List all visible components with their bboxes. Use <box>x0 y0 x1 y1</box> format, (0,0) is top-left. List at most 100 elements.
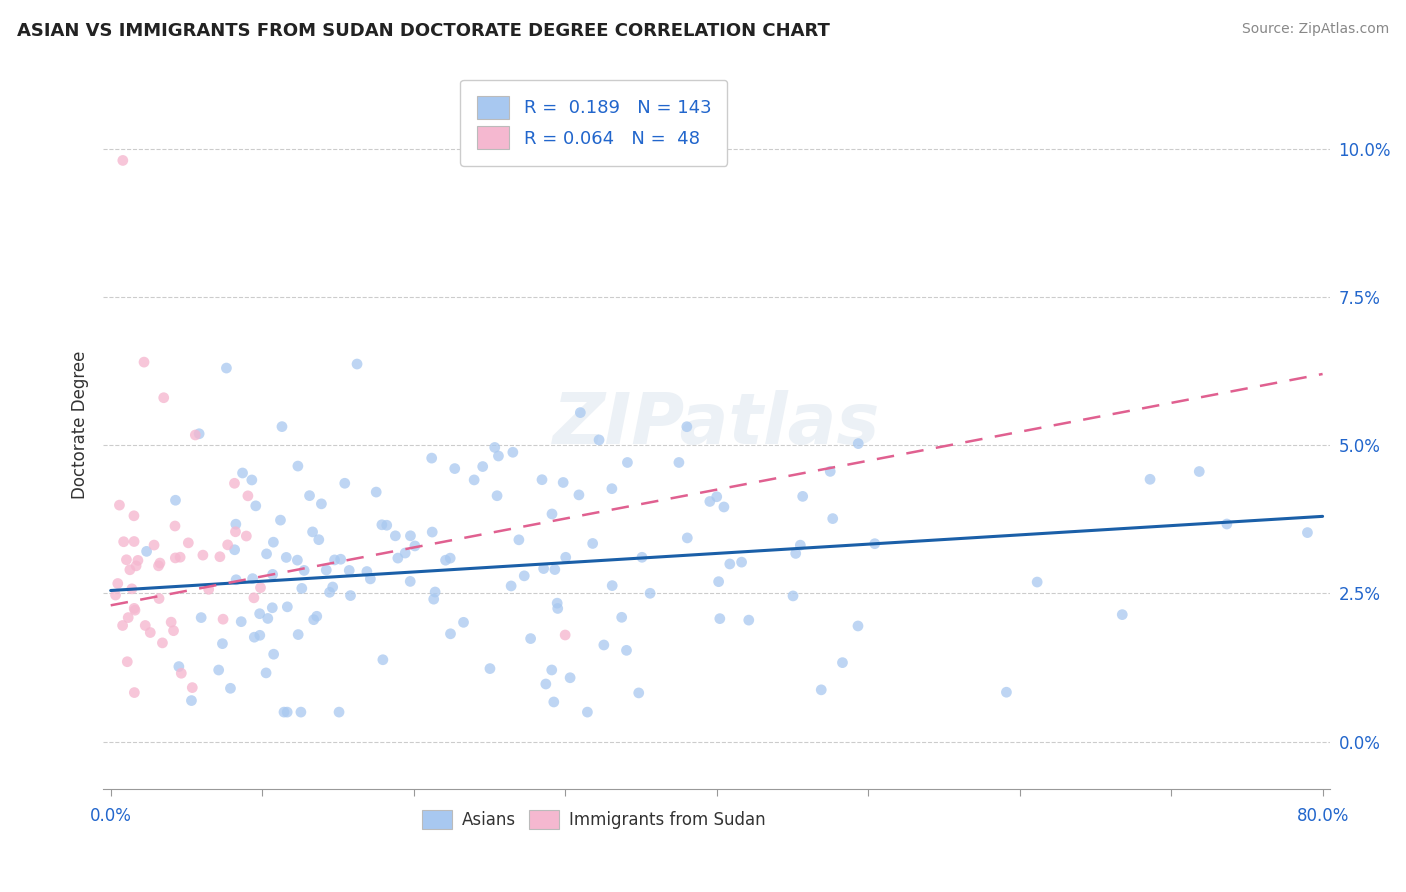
Point <box>271 419 294 434</box>
Point <box>346 357 368 371</box>
Text: ASIAN VS IMMIGRANTS FROM SUDAN DOCTORATE DEGREE CORRELATION CHART: ASIAN VS IMMIGRANTS FROM SUDAN DOCTORATE… <box>17 22 830 40</box>
Point <box>197 582 219 597</box>
Point <box>111 618 134 632</box>
Point <box>1111 607 1133 622</box>
Point <box>169 550 191 565</box>
Point <box>995 685 1018 699</box>
Point <box>111 153 134 168</box>
Point <box>245 499 267 513</box>
Point <box>301 524 323 539</box>
Point <box>160 615 183 629</box>
Point <box>676 531 699 545</box>
Point <box>1139 472 1161 486</box>
Point <box>232 466 254 480</box>
Point <box>706 490 728 504</box>
Point <box>782 589 804 603</box>
Point <box>502 445 524 459</box>
Point <box>256 547 278 561</box>
Point <box>394 546 416 560</box>
Point <box>117 610 139 624</box>
Point <box>287 458 309 473</box>
Point <box>163 519 186 533</box>
Point <box>208 549 231 564</box>
Point <box>543 695 565 709</box>
Point <box>323 553 346 567</box>
Point <box>1188 465 1211 479</box>
Point <box>1216 516 1239 531</box>
Point <box>1296 525 1319 540</box>
Point <box>191 548 214 562</box>
Point <box>333 476 356 491</box>
Point <box>315 563 337 577</box>
Point <box>108 498 131 512</box>
Point <box>486 489 509 503</box>
Point <box>236 489 259 503</box>
Point <box>243 591 266 605</box>
Point <box>488 449 510 463</box>
Point <box>533 561 555 575</box>
Point <box>249 628 271 642</box>
Point <box>190 610 212 624</box>
Point <box>256 611 278 625</box>
Point <box>208 663 231 677</box>
Point <box>541 507 564 521</box>
Point <box>576 705 599 719</box>
Point <box>224 476 246 491</box>
Point <box>631 550 654 565</box>
Point <box>224 542 246 557</box>
Point <box>592 638 614 652</box>
Point <box>212 612 235 626</box>
Point <box>371 517 394 532</box>
Point <box>262 535 284 549</box>
Point <box>582 536 605 550</box>
Text: Source: ZipAtlas.com: Source: ZipAtlas.com <box>1241 22 1389 37</box>
Point <box>709 612 731 626</box>
Point <box>568 488 591 502</box>
Point <box>122 601 145 615</box>
Point <box>423 585 446 599</box>
Point <box>311 497 333 511</box>
Point <box>707 574 730 589</box>
Point <box>243 630 266 644</box>
Point <box>292 563 315 577</box>
Point <box>544 563 567 577</box>
Point <box>337 563 360 577</box>
Point <box>540 663 562 677</box>
Point <box>165 493 187 508</box>
Point <box>249 581 271 595</box>
Point <box>287 627 309 641</box>
Point <box>420 524 443 539</box>
Point <box>846 619 869 633</box>
Point <box>846 436 869 450</box>
Point <box>125 558 148 573</box>
Point <box>290 705 312 719</box>
Point <box>211 637 233 651</box>
Point <box>152 636 174 650</box>
Point <box>1026 575 1049 590</box>
Point <box>329 552 352 566</box>
Text: ZIPatlas: ZIPatlas <box>553 390 880 458</box>
Text: 80.0%: 80.0% <box>1296 807 1348 825</box>
Point <box>404 539 426 553</box>
Point <box>139 625 162 640</box>
Point <box>863 537 886 551</box>
Point <box>152 391 174 405</box>
Point <box>508 533 530 547</box>
Point <box>785 546 807 560</box>
Point <box>371 653 394 667</box>
Point <box>600 579 623 593</box>
Point <box>104 588 127 602</box>
Point <box>616 455 638 469</box>
Point <box>553 475 575 490</box>
Point <box>107 576 129 591</box>
Y-axis label: Doctorate Degree: Doctorate Degree <box>72 351 89 499</box>
Point <box>127 553 149 567</box>
Point <box>124 685 146 699</box>
Point <box>276 599 298 614</box>
Point <box>276 705 298 719</box>
Point <box>471 459 494 474</box>
Point <box>181 681 204 695</box>
Point <box>224 524 246 539</box>
Point <box>356 565 378 579</box>
Point <box>215 361 238 376</box>
